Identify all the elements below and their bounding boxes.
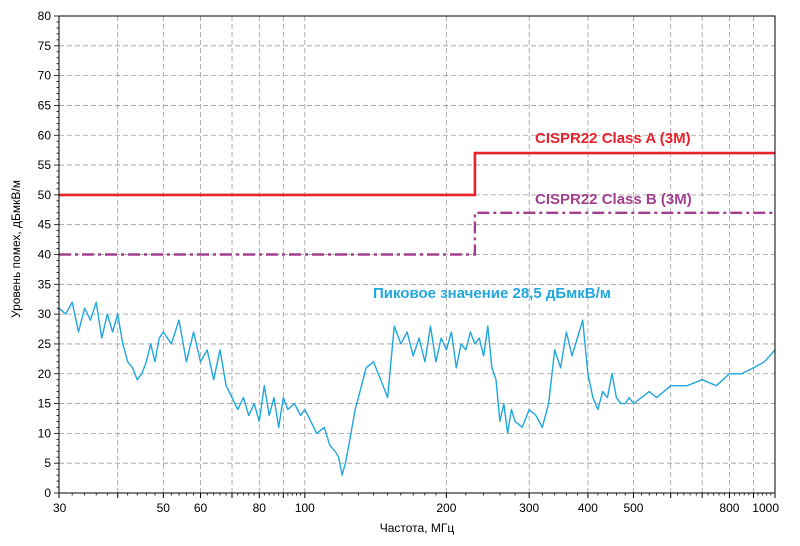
limit-line-class-b <box>59 211 775 256</box>
y-tick-label: 0 <box>44 486 51 500</box>
y-tick-label: 25 <box>38 337 52 351</box>
y-tick-label: 20 <box>38 367 52 381</box>
x-tick-label: 800 <box>719 501 739 515</box>
x-tick-label: 50 <box>157 501 171 515</box>
x-tick-label: 200 <box>436 501 456 515</box>
y-tick-label: 15 <box>38 397 52 411</box>
x-tick-label: 60 <box>194 501 208 515</box>
y-tick-label: 35 <box>38 277 52 291</box>
y-axis-title: Уровень помех, дБмкВ/м <box>9 180 23 318</box>
x-tick-label: 30 <box>53 501 67 515</box>
axis-ticks: 0 5 10 15 20 25 30 35 40 45 50 55 60 65 70 75 80 30 50 60 80… <box>38 9 780 515</box>
y-tick-label: 50 <box>38 188 52 202</box>
x-tick-label: 1000 <box>752 501 779 515</box>
limit-lines <box>59 151 775 256</box>
y-tick-label: 5 <box>44 456 51 470</box>
y-tick-label: 70 <box>38 69 52 83</box>
limit-b-label: CISPR22 Class B (3M) <box>535 191 692 208</box>
x-tick-label: 400 <box>578 501 598 515</box>
y-tick-label: 60 <box>38 128 52 142</box>
y-tick-label: 55 <box>38 158 52 172</box>
y-tick-label: 80 <box>38 9 52 23</box>
y-tick-label: 45 <box>38 218 52 232</box>
x-tick-label: 80 <box>253 501 267 515</box>
x-tick-label: 500 <box>623 501 643 515</box>
limit-line-class-a <box>59 151 775 197</box>
x-axis-title: Частота, МГц <box>380 521 455 535</box>
y-tick-label: 30 <box>38 307 52 321</box>
emission-trace <box>58 301 776 476</box>
x-tick-label: 300 <box>519 501 539 515</box>
y-tick-label: 75 <box>38 39 52 53</box>
y-tick-label: 10 <box>38 426 52 440</box>
data-series <box>58 301 776 476</box>
y-tick-label: 65 <box>38 98 52 112</box>
grid <box>58 16 776 493</box>
limit-a-label: CISPR22 Class A (3M) <box>535 130 691 147</box>
peak-value-annotation: Пиковое значение 28,5 дБмкВ/м <box>373 285 611 302</box>
x-tick-label: 100 <box>295 501 315 515</box>
y-tick-label: 40 <box>38 248 52 262</box>
